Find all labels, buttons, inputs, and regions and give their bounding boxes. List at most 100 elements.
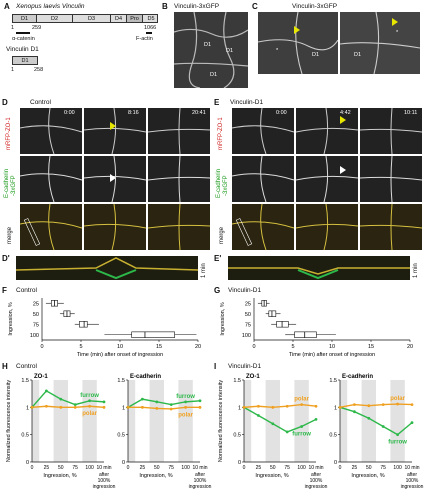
panel-d-r1c3: [148, 108, 210, 154]
series-point: [381, 425, 385, 428]
panel-e-r2c2: [296, 156, 358, 202]
panel-d-prime-kymograph: [16, 256, 198, 280]
x-tick-label: 0: [339, 465, 342, 471]
panel-c-letter: C: [252, 2, 258, 11]
panel-c-right-d1: D1: [354, 52, 362, 58]
series-point: [155, 400, 159, 404]
aa-start: 1: [11, 25, 15, 31]
x-tick-label: 75: [380, 465, 386, 471]
x-tick-label: 75: [284, 465, 290, 471]
panel-d-r1c1: [20, 108, 82, 154]
series-point: [141, 405, 144, 409]
panel-g-letter: G: [214, 286, 221, 295]
x-tick-label: 15: [368, 344, 374, 350]
stage-band: [340, 380, 348, 462]
panel-e-time-3: 10:11: [404, 110, 418, 116]
series-point: [300, 403, 303, 406]
series-line: [31, 390, 105, 408]
panel-d-r3c3: [148, 204, 210, 250]
stage-band: [361, 380, 376, 462]
x-tick-label: 100: [297, 465, 306, 471]
x-axis-label: Ingression, %: [351, 473, 384, 479]
panel-h-letter: H: [2, 362, 8, 371]
x-tick-label: 15: [156, 344, 162, 350]
domain-d3: D3: [73, 15, 111, 22]
stage-band: [32, 380, 40, 462]
panel-d-r2c1: [20, 156, 82, 202]
series-point: [410, 403, 414, 406]
chart-g: 0 5 10 15 20 Time (min) after onset of ingres…: [220, 298, 413, 358]
panel-d-time-2: 8:16: [128, 110, 139, 116]
series-point: [300, 425, 303, 428]
y-tick-label: 0.5: [233, 433, 241, 439]
x-tick-label: 50: [58, 465, 64, 471]
domain-d5: D5: [147, 16, 155, 22]
panel-e-r1c3: [360, 108, 422, 154]
x-note: 100%: [98, 478, 111, 484]
y-axis-label: Normalized fluorescence intensity: [6, 380, 12, 462]
series-point: [155, 407, 159, 410]
panel-f-letter: F: [2, 286, 7, 295]
y-tick-label: 0: [122, 460, 125, 466]
panel-b-title: Vinculin-3xGFP: [174, 3, 220, 10]
panel-d-r3c2: [84, 204, 146, 250]
x-axis-label: Time (min) after onset of ingression: [289, 352, 375, 358]
x-note: after: [311, 472, 321, 478]
panel-d-row2-label-b: -3xGFP: [11, 175, 17, 196]
panel-e-r1c1: [232, 108, 294, 154]
series-point: [59, 405, 63, 409]
panel-c-left-cells: [258, 12, 338, 74]
series-point: [88, 404, 91, 408]
x-tick-label: 50: [154, 465, 160, 471]
box: [79, 321, 88, 328]
panel-d-title: Control: [30, 99, 51, 106]
stage-band: [178, 380, 193, 462]
category-label: 100: [242, 333, 251, 339]
panel-e-r3c1: [232, 204, 294, 250]
y-tick-label: 1: [122, 405, 125, 411]
x-tick-label: 25: [352, 465, 358, 471]
series-label: polar: [82, 411, 97, 417]
series-point: [184, 405, 188, 409]
x-axis-label: Ingression, %: [255, 473, 288, 479]
x-note: ingression: [189, 484, 212, 490]
stage-band: [149, 380, 164, 462]
category-label: 50: [245, 312, 251, 318]
x-axis-label: Ingression, %: [139, 473, 172, 479]
series-label: furrow: [388, 440, 407, 446]
series-point: [126, 405, 130, 409]
panel-d-row2-label-a: E-cadherin: [4, 168, 10, 198]
category-label: 50: [33, 312, 39, 318]
series-point: [198, 405, 202, 409]
d1-construct-title: Vinculin D1: [6, 46, 39, 53]
box: [131, 331, 175, 338]
series-label: furrow: [292, 431, 311, 437]
aa-mid: 259: [32, 25, 42, 31]
series-point: [367, 416, 371, 420]
panel-e-r3c3: [360, 204, 422, 250]
panel-b: B Vinculin-3xGFP D1 D1 D1: [162, 2, 250, 98]
panel-d-r1c2: [84, 108, 146, 154]
x-axis-label: Time (min) after onset of ingression: [77, 352, 163, 358]
panel-e-letter: E: [214, 98, 220, 107]
aa-end: 1066: [144, 25, 157, 31]
subpanel-title: ZO-1: [246, 374, 260, 380]
panel-c-right-star: *: [396, 30, 399, 36]
y-tick-label: 0: [26, 460, 29, 466]
x-tick-label: 25: [44, 465, 50, 471]
panel-i-letter: I: [214, 362, 217, 371]
category-label: 75: [33, 322, 39, 328]
panel-e-time-2: 4:42: [340, 110, 351, 116]
x-tick-label: 100: [393, 465, 402, 471]
series-point: [353, 403, 356, 406]
y-tick-label: 1: [238, 405, 241, 411]
y-tick-label: 1: [334, 405, 337, 411]
domain-d4: D4: [111, 15, 127, 22]
panel-b-letter: B: [162, 2, 168, 11]
panel-e-time-1: 0:00: [276, 110, 287, 116]
panel-d-r2c2: [84, 156, 146, 202]
x-tick-label: 25: [140, 465, 146, 471]
x-tick-label: 100: [181, 465, 190, 471]
panel-g: G Vinculin-D1 0 5 10 15 20 Time (min) after o…: [214, 286, 424, 360]
panel-d-prime-letter: D': [2, 254, 10, 263]
